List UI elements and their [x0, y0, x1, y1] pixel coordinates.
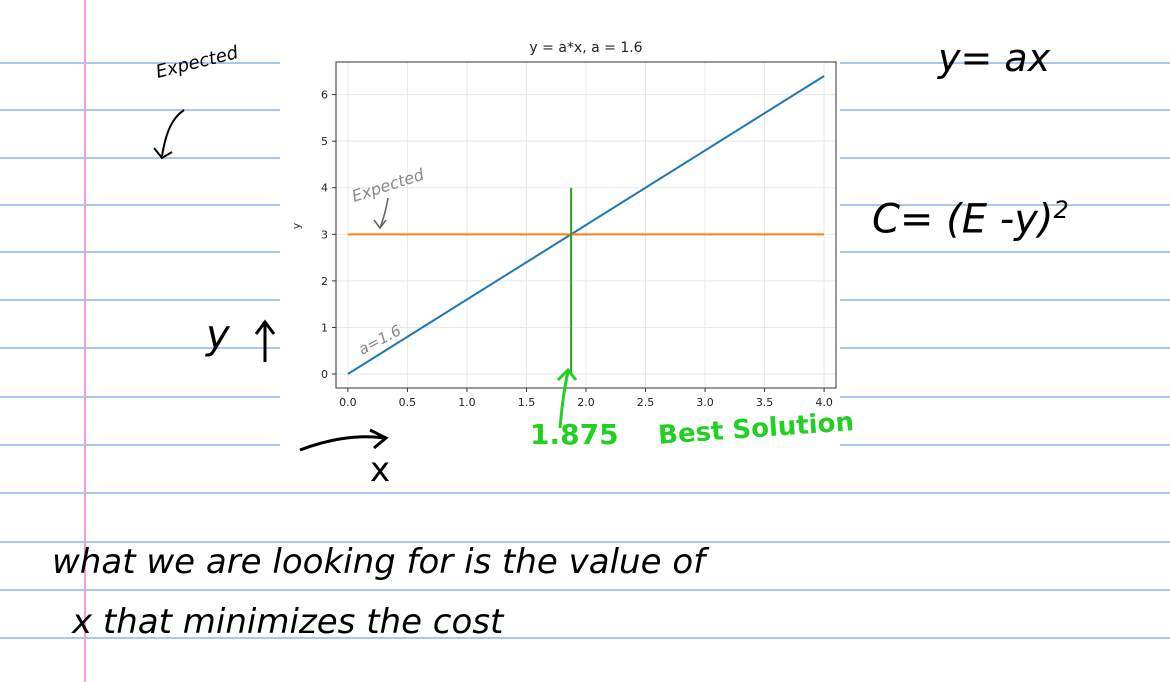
x-tick-label: 1.0 — [458, 396, 476, 409]
y-axis-label: y — [290, 222, 303, 229]
rule-line — [0, 637, 1170, 639]
best-solution-arrow-icon — [556, 367, 578, 429]
chart-card: y = a*x, a = 1.6 y 0.0 0.5 1.0 1.5 2.0 2.5 3.0… — [280, 30, 840, 460]
note-y-axis: y — [206, 312, 230, 358]
note-expected: Expected — [153, 42, 241, 83]
note-cost-formula: C= (E -y)2 — [872, 196, 1069, 242]
y-tick-label: 6 — [321, 89, 328, 102]
y-tick-label: 1 — [321, 321, 328, 334]
x-tick-label: 3.0 — [696, 396, 714, 409]
margin-line — [84, 0, 86, 682]
cost-formula-text: C= (E -y) — [872, 196, 1054, 243]
expected-arrow-icon — [153, 109, 185, 160]
y-tick-label: 0 — [321, 368, 328, 381]
x-tick-label: 1.5 — [518, 396, 536, 409]
x-tick-label: 2.0 — [577, 396, 595, 409]
rule-line — [0, 492, 1170, 494]
cost-formula-exponent: 2 — [1053, 196, 1069, 224]
rule-line — [0, 589, 1170, 591]
x-tick-label: 3.5 — [756, 396, 774, 409]
y-tick-label: 5 — [321, 135, 328, 148]
x-tick-label: 4.0 — [815, 396, 833, 409]
note-x-axis: x — [370, 450, 391, 490]
note-formula: y= ax — [938, 36, 1051, 80]
rule-line — [0, 541, 1170, 543]
y-hint-label: y — [206, 312, 230, 358]
y-tick-label: 2 — [321, 275, 328, 288]
annotation-expected-arrow — [373, 197, 389, 230]
right-arrow-icon — [299, 428, 389, 452]
up-arrow-icon — [254, 319, 276, 362]
line-chart: y = a*x, a = 1.6 y 0.0 0.5 1.0 1.5 2.0 2.5 3.0… — [290, 40, 837, 409]
note-sentence-line2: x that minimizes the cost — [72, 602, 504, 642]
series-line-0 — [347, 75, 825, 375]
chart-title: y = a*x, a = 1.6 — [529, 40, 642, 56]
x-tick-label: 0.0 — [339, 396, 357, 409]
y-tick-label: 3 — [321, 228, 328, 241]
y-tick-label: 4 — [321, 182, 328, 195]
x-tick-label: 0.5 — [399, 396, 417, 409]
x-tick-label: 2.5 — [637, 396, 655, 409]
note-sentence-line1: what we are looking for is the value of — [52, 542, 706, 582]
note-best-value: 1.875 — [530, 418, 619, 451]
